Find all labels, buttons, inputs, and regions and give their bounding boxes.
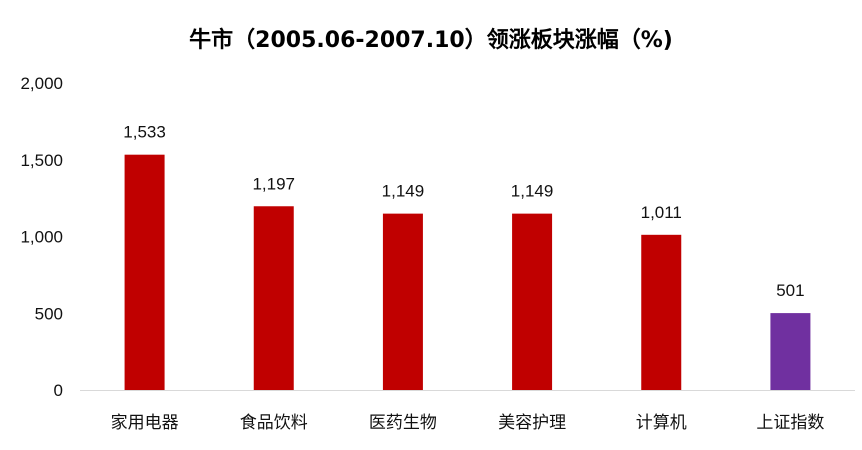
y-tick-label: 500: [35, 304, 63, 323]
bar: [124, 154, 165, 390]
x-axis: 家用电器 食品饮料 医药生物 美容护理 计算机 上证指数: [80, 390, 855, 433]
chart-title: 牛市（2005.06-2007.10）领涨板块涨幅（%): [189, 27, 673, 53]
category-label: 计算机: [636, 413, 687, 433]
category-label: 家用电器: [111, 413, 179, 433]
y-tick-label: 1,000: [20, 228, 63, 247]
category-label: 医药生物: [369, 413, 437, 433]
y-axis: 0 500 1,000 1,500 2,000: [20, 74, 63, 400]
data-labels: 1,533 1,197 1,149 1,149 1,011 501: [123, 123, 804, 300]
bar: [512, 213, 553, 390]
category-label: 上证指数: [756, 413, 824, 433]
y-tick-label: 0: [54, 381, 63, 400]
bar: [641, 234, 682, 390]
y-tick-label: 1,500: [20, 151, 63, 170]
bar: [382, 213, 423, 390]
category-label: 美容护理: [498, 413, 566, 433]
y-tick-label: 2,000: [20, 74, 63, 93]
data-label: 1,149: [511, 182, 554, 201]
data-label: 1,011: [641, 203, 682, 222]
bar: [253, 206, 294, 390]
bar: [770, 313, 811, 390]
data-label: 1,533: [123, 123, 166, 142]
data-label: 1,149: [382, 182, 425, 201]
category-label: 食品饮料: [240, 413, 308, 433]
data-label: 501: [776, 281, 804, 300]
bars: [124, 154, 811, 390]
data-label: 1,197: [252, 174, 295, 193]
